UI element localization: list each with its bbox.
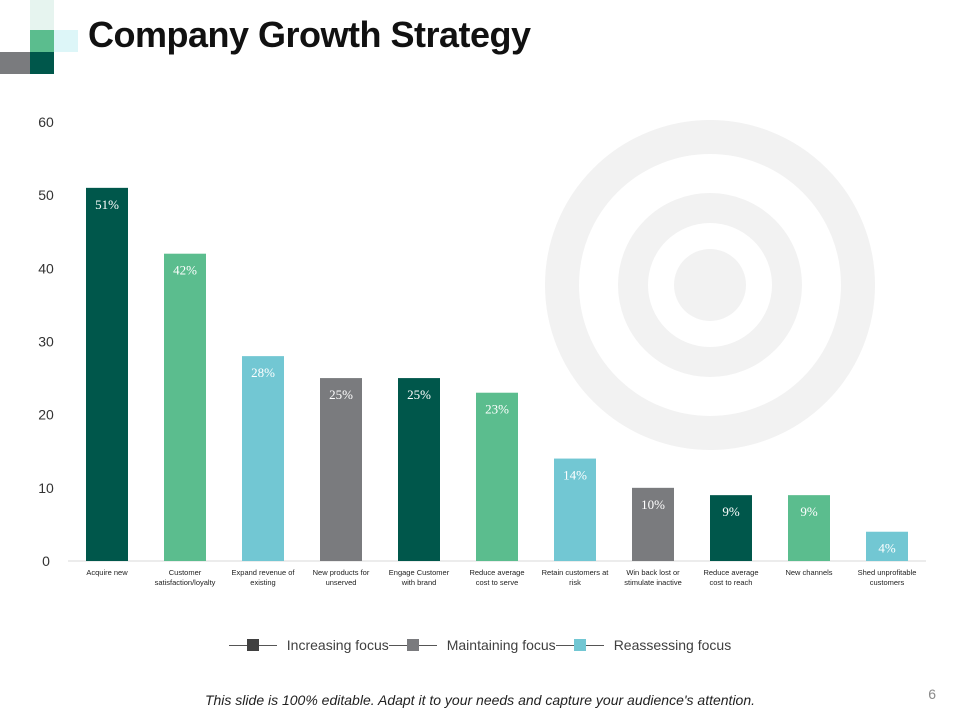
- x-tick-label-line: Reduce average: [703, 568, 758, 577]
- slide-title: Company Growth Strategy: [88, 14, 531, 55]
- bar-value-label: 25%: [407, 387, 431, 402]
- deco-square-cyan: [54, 30, 78, 52]
- x-tick-label-line: Reduce average: [469, 568, 524, 577]
- bar: [788, 495, 830, 561]
- page-number: 6: [928, 686, 936, 702]
- x-tick-label-line: Customer: [169, 568, 202, 577]
- legend-swatch: [246, 639, 259, 651]
- bar-value-label: 4%: [878, 541, 896, 556]
- legend-label: Maintaining focus: [446, 637, 556, 653]
- bar: [320, 378, 362, 561]
- x-tick-label: Acquire new: [86, 568, 128, 577]
- legend-line: [258, 644, 277, 646]
- bar: [632, 487, 674, 561]
- deco-square-gray: [0, 52, 30, 74]
- x-tick-label-line: Retain customers at: [542, 568, 610, 577]
- x-tick-label-line: Engage Customer: [389, 568, 450, 577]
- y-tick-label: 40: [38, 260, 54, 276]
- deco-ring-center: [674, 249, 746, 321]
- bar-value-label: 9%: [722, 504, 740, 519]
- y-tick-label: 50: [38, 187, 54, 203]
- legend-line: [585, 644, 604, 646]
- bar-value-label: 42%: [173, 263, 197, 278]
- x-tick-label: Engage Customer with brand: [389, 568, 450, 587]
- footer-note: This slide is 100% editable. Adapt it to…: [204, 692, 756, 708]
- bar: [164, 253, 206, 561]
- bar-value-label: 9%: [800, 504, 818, 519]
- bar: [86, 187, 128, 561]
- x-tick-label: Retain customers at risk: [542, 568, 610, 587]
- x-tick-label-line: unserved: [326, 578, 357, 587]
- x-tick-label-line: stimulate inactive: [624, 578, 682, 587]
- x-tick-label-line: cost to serve: [476, 578, 519, 587]
- x-tick-label: Customer satisfaction/loyalty: [155, 568, 216, 587]
- x-tick-label-line: Acquire new: [86, 568, 128, 577]
- bar: [476, 392, 518, 561]
- legend-line: [418, 644, 437, 646]
- legend-item: Reassessing focus: [555, 637, 732, 653]
- x-tick-label-line: Expand revenue of: [232, 568, 296, 577]
- x-tick-label: Expand revenue of existing: [232, 568, 296, 587]
- bar: [554, 458, 596, 561]
- y-tick-label: 60: [38, 114, 54, 130]
- y-tick-label: 0: [42, 553, 50, 569]
- bar: [242, 356, 284, 561]
- x-tick-label: Reduce average cost to serve: [469, 568, 524, 587]
- bar-value-label: 25%: [329, 387, 353, 402]
- bar-value-label: 10%: [641, 497, 665, 512]
- x-tick-label-line: Win back lost or: [626, 568, 680, 577]
- deco-square-green: [30, 30, 54, 52]
- x-tick-label-line: with brand: [401, 578, 437, 587]
- deco-square-light: [30, 0, 54, 30]
- legend-line: [228, 644, 247, 646]
- y-tick-label: 30: [38, 334, 54, 350]
- bar-value-label: 14%: [563, 468, 587, 483]
- background-target-decoration: [545, 120, 875, 450]
- x-axis-labels: Acquire new Customer satisfaction/loyalty E…: [86, 568, 916, 587]
- bar-value-label: 23%: [485, 402, 509, 417]
- bar-value-label: 51%: [95, 197, 119, 212]
- legend-item: Increasing focus: [228, 637, 389, 653]
- bar: [710, 495, 752, 561]
- x-tick-label: Shed unprofitable customers: [858, 568, 917, 587]
- legend-label: Reassessing focus: [613, 637, 732, 653]
- deco-ring-outer: [545, 120, 875, 450]
- y-tick-label: 20: [38, 407, 54, 423]
- x-tick-label-line: customers: [870, 578, 905, 587]
- x-tick-label: New channels: [785, 568, 832, 577]
- x-tick-label: Win back lost or stimulate inactive: [624, 568, 682, 587]
- bar: [866, 531, 908, 561]
- bar: [398, 378, 440, 561]
- y-tick-label: 10: [38, 480, 54, 496]
- x-tick-label-line: New channels: [785, 568, 832, 577]
- legend-swatch: [406, 639, 419, 651]
- bar-series: 51% 42% 28% 25% 25% 23% 14% 10% 9% 9% 4%: [86, 187, 908, 561]
- legend-line: [388, 644, 407, 646]
- x-tick-label: New products for unserved: [313, 568, 370, 587]
- chart-legend: Increasing focus Maintaining focus Reasses…: [0, 634, 960, 656]
- y-axis: 0 10 20 30 40 50 60: [38, 114, 54, 569]
- x-tick-label-line: New products for: [313, 568, 370, 577]
- bar-value-label: 28%: [251, 365, 275, 380]
- x-tick-label-line: cost to reach: [710, 578, 753, 587]
- x-tick-label: Reduce average cost to reach: [703, 568, 758, 587]
- x-tick-label-line: risk: [569, 578, 581, 587]
- deco-square-dark: [30, 52, 54, 74]
- legend-line: [555, 644, 574, 646]
- x-tick-label-line: Shed unprofitable: [858, 568, 917, 577]
- x-tick-label-line: existing: [250, 578, 275, 587]
- legend-label: Increasing focus: [286, 637, 389, 653]
- legend-item: Maintaining focus: [388, 637, 556, 653]
- deco-ring-inner: [618, 193, 802, 377]
- x-tick-label-line: satisfaction/loyalty: [155, 578, 216, 587]
- bar-chart: 0 10 20 30 40 50 60 51% 42% 28% 25% 25% 23% 14% 10% 9%…: [38, 114, 926, 587]
- legend-swatch: [573, 639, 586, 651]
